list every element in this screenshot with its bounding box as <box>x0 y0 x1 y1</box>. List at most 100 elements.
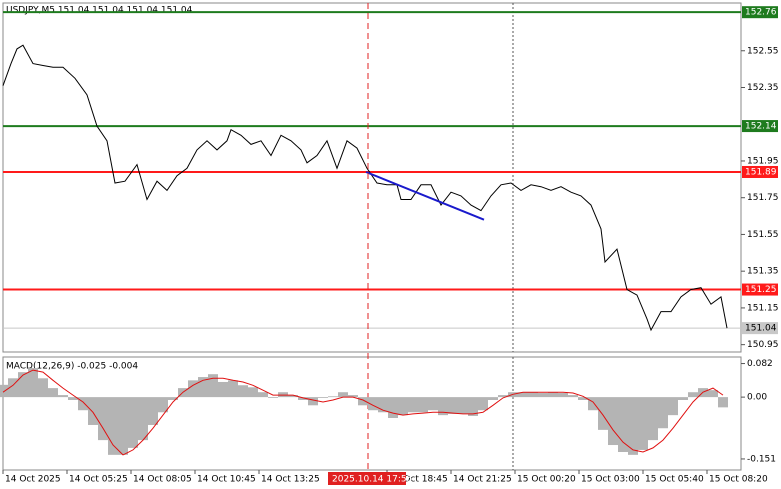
macd-bar <box>398 397 408 416</box>
macd-bar <box>658 397 668 429</box>
trend-line <box>365 171 485 221</box>
macd-bar <box>538 393 548 398</box>
macd-bar <box>428 397 438 411</box>
level-label: 151.89 <box>745 167 777 177</box>
y-tick-label: 150.95 <box>747 340 779 350</box>
macd-panel <box>2 356 742 471</box>
macd-bar <box>358 397 368 406</box>
macd-bar <box>438 397 448 416</box>
macd-bar <box>68 397 78 400</box>
macd-bar <box>638 397 648 450</box>
macd-bar <box>578 397 588 400</box>
macd-bar <box>668 397 678 416</box>
level-label: 152.76 <box>745 8 777 18</box>
macd-bar <box>138 397 148 441</box>
signal-line <box>2 369 724 456</box>
macd-bar <box>208 374 218 398</box>
x-tick-label: 14 Oct 21:25 <box>453 475 512 485</box>
x-tick-label: 15 Oct 08:20 <box>709 475 768 485</box>
macd-bar <box>488 397 498 400</box>
x-tick-label: 14 Oct 08:05 <box>133 475 192 485</box>
macd-bar <box>568 395 578 398</box>
level-label-box <box>742 120 778 133</box>
level-label-box <box>742 283 778 296</box>
price-line <box>2 44 728 332</box>
last-price-box <box>742 322 778 335</box>
level-label-box <box>742 6 778 19</box>
x-tick-label: 15 Oct 05:40 <box>645 475 704 485</box>
y-tick-label: 0.082 <box>747 359 773 369</box>
crosshair-label: 2025.10.14 17:55 <box>332 475 412 485</box>
macd-bar <box>368 397 378 411</box>
macd-bar <box>718 397 728 408</box>
macd-bar <box>328 396 338 398</box>
macd-bar <box>288 395 298 398</box>
x-tick-label: 15 Oct 00:20 <box>517 475 576 485</box>
macd-bar <box>78 397 88 411</box>
macd-bar <box>548 392 558 398</box>
macd-bar <box>598 397 608 430</box>
macd-bar <box>58 395 68 398</box>
macd-bar <box>448 397 458 414</box>
macd-bar <box>628 397 638 455</box>
y-tick-label: 0.00 <box>747 393 767 403</box>
macd-bar <box>588 397 598 411</box>
macd-bar <box>468 397 478 416</box>
macd-bar <box>688 392 698 398</box>
x-tick-label: 14 Oct 2025 <box>5 475 61 485</box>
macd-bar <box>108 397 118 455</box>
chart-title: USDJPY,M5 151.04 151.04 151.04 151.04 <box>6 6 193 16</box>
x-tick-label: 15 Oct 03:00 <box>581 475 640 485</box>
y-tick-label: 151.95 <box>747 156 779 166</box>
y-tick-label: 151.35 <box>747 267 779 277</box>
y-tick-label: -0.151 <box>747 454 776 464</box>
x-tick-label: 14 Oct 13:25 <box>261 475 320 485</box>
macd-bar <box>518 392 528 398</box>
macd-bar <box>228 380 238 398</box>
macd-bar <box>258 392 268 398</box>
macd-bar <box>248 387 258 398</box>
macd-bar <box>678 397 688 400</box>
macd-bar <box>648 397 658 441</box>
macd-bar <box>98 397 108 441</box>
macd-bar <box>458 397 468 414</box>
macd-bar <box>558 393 568 398</box>
crosshair-label-box <box>328 472 406 485</box>
macd-bar <box>158 397 168 413</box>
macd-bar <box>608 397 618 446</box>
macd-bar <box>148 397 158 425</box>
macd-bar <box>188 380 198 398</box>
last-price-label: 151.04 <box>745 324 777 334</box>
macd-bar <box>318 397 328 398</box>
macd-bar <box>268 397 278 398</box>
level-label: 151.25 <box>745 285 777 295</box>
level-label-box <box>742 165 778 178</box>
macd-bar <box>48 388 58 398</box>
macd-bar <box>478 397 488 411</box>
macd-bar <box>28 368 38 398</box>
y-tick-label: 152.55 <box>747 46 779 56</box>
x-tick-label: 14 Oct 10:45 <box>197 475 256 485</box>
y-tick-label: 151.55 <box>747 230 779 240</box>
macd-bar <box>378 397 388 413</box>
macd-bar <box>348 395 358 398</box>
macd-bar <box>168 397 178 400</box>
macd-bar <box>708 390 718 398</box>
macd-bar <box>338 392 348 398</box>
macd-bar <box>8 378 18 398</box>
macd-bar <box>388 397 398 419</box>
macd-bar <box>238 385 248 398</box>
macd-bar <box>618 397 628 452</box>
price-panel <box>2 2 742 353</box>
macd-bar <box>418 397 428 413</box>
macd-bar <box>408 397 418 413</box>
macd-title: MACD(12,26,9) -0.025 -0.004 <box>6 362 138 372</box>
macd-bar <box>18 372 28 398</box>
macd-bar <box>498 395 508 398</box>
macd-bar <box>38 378 48 398</box>
x-tick-label: 14 Oct 18:45 <box>389 475 448 485</box>
level-label: 152.14 <box>745 122 777 132</box>
macd-bar <box>218 381 228 398</box>
y-tick-label: 151.15 <box>747 303 779 313</box>
macd-bar <box>298 397 308 400</box>
